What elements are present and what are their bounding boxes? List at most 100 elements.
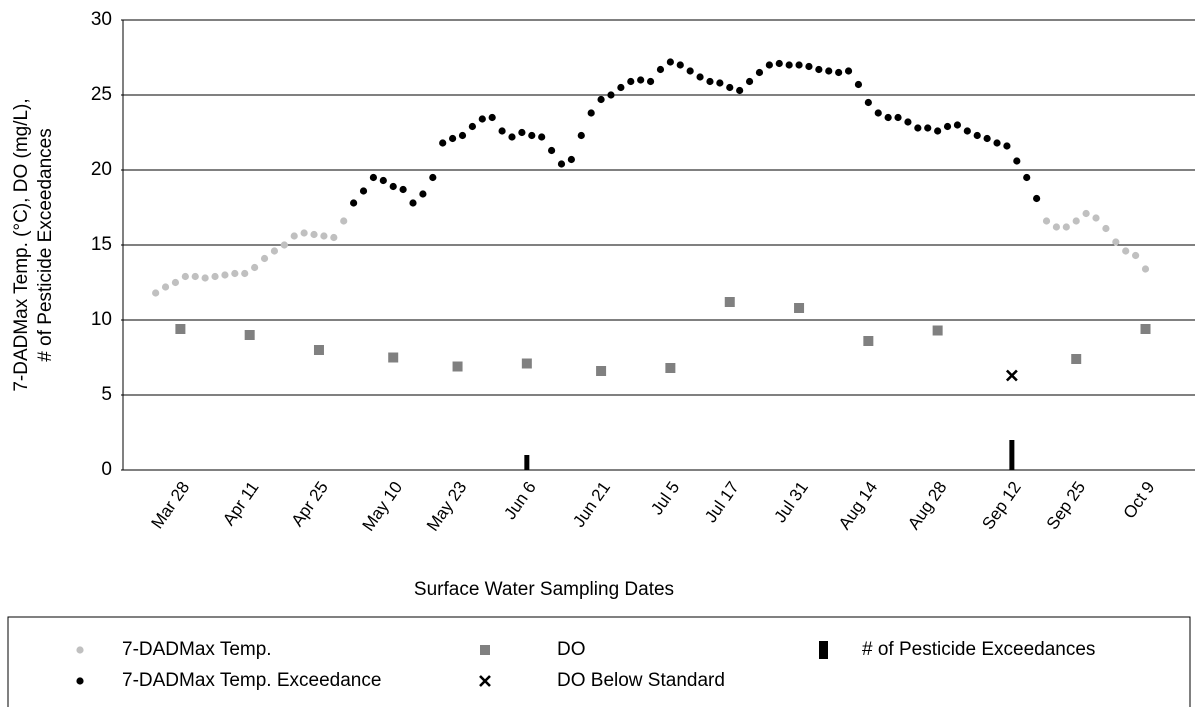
data-point bbox=[795, 61, 803, 69]
data-point bbox=[874, 109, 882, 117]
x-tick-label: Jul 17 bbox=[701, 478, 743, 526]
data-point bbox=[835, 68, 843, 77]
data-point bbox=[439, 139, 447, 147]
data-point bbox=[1092, 214, 1100, 222]
legend-box bbox=[7, 616, 1191, 707]
data-point bbox=[521, 358, 532, 369]
data-point bbox=[449, 134, 457, 143]
data-point bbox=[844, 67, 853, 75]
x-axis-title: Surface Water Sampling Dates bbox=[414, 579, 674, 600]
y-axis-title: # of Pesticide Exceedances bbox=[35, 128, 56, 361]
data-point bbox=[181, 272, 189, 281]
data-point bbox=[310, 230, 318, 239]
data-point bbox=[478, 115, 486, 123]
x-tick-label: Jul 5 bbox=[647, 478, 683, 518]
data-point bbox=[389, 182, 397, 191]
data-point bbox=[577, 131, 585, 140]
legend-marker bbox=[76, 677, 84, 685]
x-tick-label: Apr 11 bbox=[219, 478, 263, 529]
legend-marker bbox=[480, 645, 490, 655]
data-point bbox=[1102, 224, 1110, 233]
data-point bbox=[1005, 369, 1018, 382]
data-point bbox=[241, 269, 249, 278]
data-point bbox=[983, 134, 991, 143]
data-point bbox=[627, 77, 635, 86]
data-point bbox=[330, 233, 338, 242]
data-point bbox=[201, 274, 209, 282]
data-point bbox=[221, 271, 229, 279]
data-point bbox=[280, 241, 288, 249]
data-point bbox=[429, 173, 437, 182]
data-point bbox=[914, 124, 922, 132]
data-point bbox=[1013, 157, 1021, 165]
data-point bbox=[313, 345, 324, 355]
data-point bbox=[518, 128, 526, 137]
x-tick-label: Sep 12 bbox=[978, 478, 1024, 533]
data-point bbox=[508, 133, 516, 141]
data-point bbox=[340, 217, 348, 225]
data-point bbox=[231, 269, 239, 278]
data-point bbox=[175, 324, 186, 334]
legend-label: 7-DADMax Temp. bbox=[122, 639, 272, 660]
x-tick-label: Jun 6 bbox=[500, 478, 539, 523]
legend-marker bbox=[819, 641, 828, 659]
data-point bbox=[607, 91, 615, 99]
data-point bbox=[706, 77, 714, 86]
data-point bbox=[953, 121, 962, 129]
data-point bbox=[1122, 247, 1130, 255]
data-point bbox=[244, 330, 255, 340]
data-point bbox=[637, 76, 645, 84]
x-tick-label: Jun 21 bbox=[569, 478, 614, 531]
legend-label: 7-DADMax Temp. Exceedance bbox=[122, 670, 381, 691]
legend-label: # of Pesticide Exceedances bbox=[862, 639, 1095, 660]
data-point bbox=[152, 289, 160, 297]
data-point bbox=[775, 59, 783, 68]
data-point bbox=[270, 247, 279, 255]
data-point bbox=[290, 232, 298, 240]
data-point bbox=[300, 229, 308, 237]
data-point bbox=[726, 83, 734, 92]
data-point bbox=[666, 58, 674, 66]
data-point bbox=[696, 73, 704, 81]
y-tick-label: 5 bbox=[101, 384, 112, 405]
data-point bbox=[943, 122, 952, 131]
data-point bbox=[1112, 238, 1120, 246]
y-tick-label: 10 bbox=[91, 309, 112, 330]
data-point bbox=[587, 109, 595, 117]
x-tick-label: Sep 25 bbox=[1043, 478, 1089, 533]
data-point bbox=[676, 61, 684, 69]
data-point bbox=[538, 133, 546, 141]
data-point bbox=[1062, 223, 1070, 231]
y-tick-label: 25 bbox=[91, 84, 112, 105]
data-point bbox=[716, 79, 724, 87]
data-point bbox=[557, 160, 566, 168]
y-tick-label: 30 bbox=[91, 9, 112, 30]
data-point bbox=[1033, 194, 1041, 203]
data-point bbox=[894, 113, 902, 122]
legend-label: DO Below Standard bbox=[557, 670, 725, 691]
data-point bbox=[419, 190, 427, 198]
data-point bbox=[825, 67, 833, 75]
data-point bbox=[646, 77, 655, 86]
data-point bbox=[993, 139, 1001, 147]
data-point bbox=[656, 65, 665, 74]
data-point bbox=[488, 113, 496, 122]
data-point bbox=[1141, 265, 1150, 273]
data-point bbox=[399, 185, 407, 194]
data-point bbox=[884, 113, 892, 122]
data-point bbox=[686, 67, 694, 75]
data-point bbox=[1132, 251, 1140, 260]
data-point bbox=[724, 297, 735, 307]
data-point bbox=[815, 65, 823, 74]
y-axis-title: 7-DADMax Temp. (°C), DO (mg/L), bbox=[11, 98, 32, 391]
data-point bbox=[359, 187, 368, 195]
data-point bbox=[369, 173, 378, 182]
data-point bbox=[963, 127, 971, 135]
legend-marker bbox=[479, 675, 491, 687]
legend-marker bbox=[76, 646, 84, 654]
data-point bbox=[171, 278, 180, 287]
data-point bbox=[794, 303, 805, 313]
data-point bbox=[736, 86, 744, 95]
x-tick-label: Jul 31 bbox=[770, 478, 812, 526]
